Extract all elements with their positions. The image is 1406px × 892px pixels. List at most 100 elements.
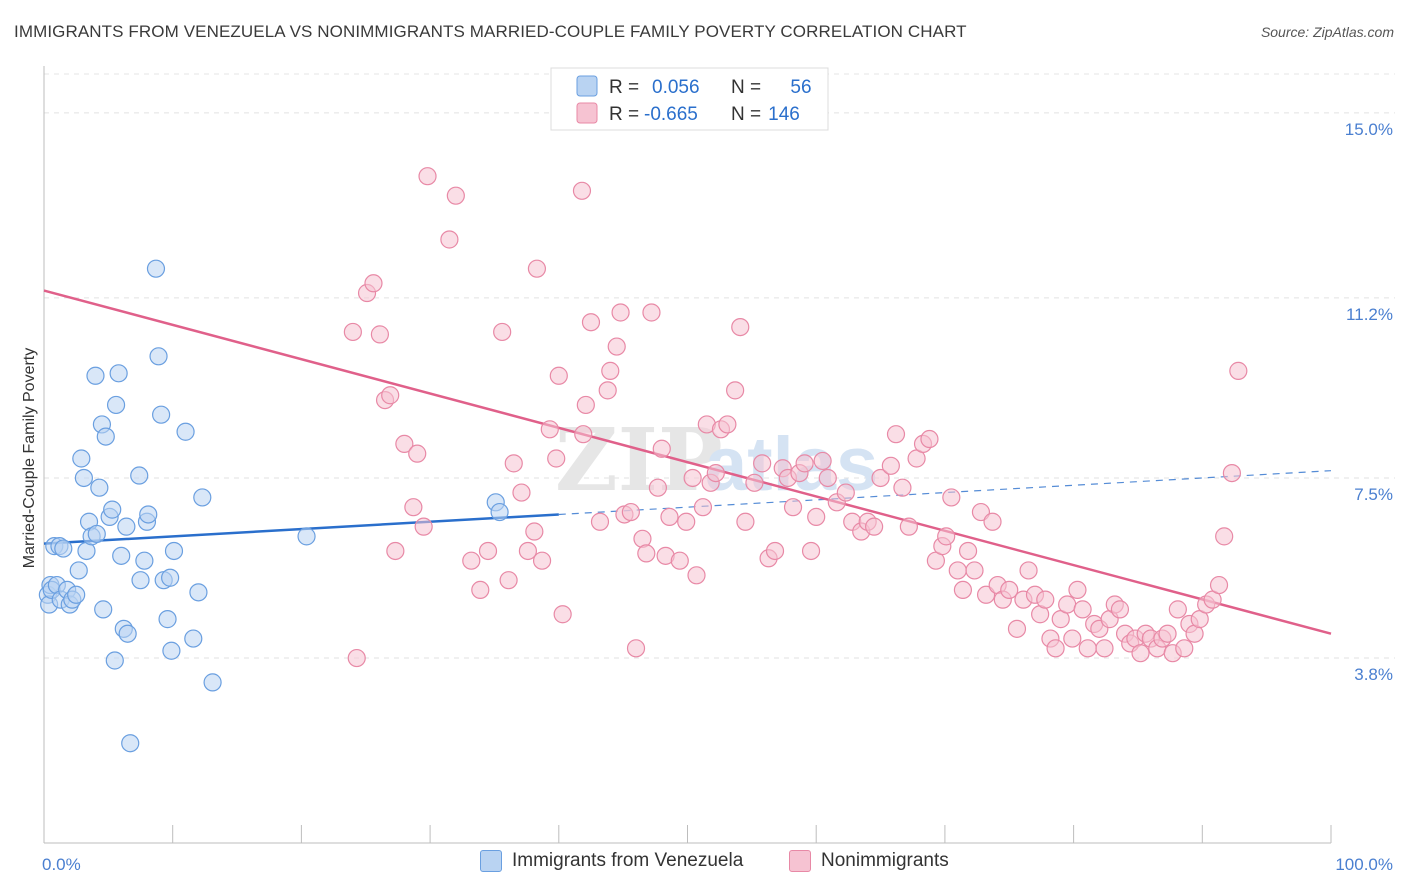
nonimmigrant-point-14 xyxy=(446,186,465,205)
venezuela-point-32 xyxy=(117,517,136,536)
nonimmigrant-point-33 xyxy=(581,313,601,332)
x-tick-label-0: 0.0% xyxy=(42,855,81,874)
trend-lines xyxy=(43,289,1332,635)
nonimmigrant-point-94 xyxy=(953,580,973,600)
nonimmigrant-point-84 xyxy=(893,478,912,497)
nonimmigrant-point-115 xyxy=(1073,600,1092,619)
nonimmigrant-point-113 xyxy=(1063,629,1082,648)
nonimmigrant-point-31 xyxy=(574,425,593,444)
nonimmigrant-point-131 xyxy=(1158,624,1177,643)
nonimmigrant-point-17 xyxy=(478,541,498,561)
nonimmigrant-point-46 xyxy=(652,439,671,458)
nonimmigrant-point-26 xyxy=(540,420,559,439)
nonimmigrant-point-51 xyxy=(683,468,702,488)
nonimmigrant-point-96 xyxy=(965,561,984,580)
data-points xyxy=(38,167,1248,753)
nonimmigrant-point-83 xyxy=(886,425,906,444)
nonimmigrant-point-61 xyxy=(736,512,755,531)
nonimmigrant-point-34 xyxy=(590,512,610,531)
venezuela-point-44 xyxy=(161,568,180,587)
nonimmigrant-point-7 xyxy=(386,541,405,561)
nonimmigrant-point-59 xyxy=(726,381,745,400)
nonimmigrant-point-48 xyxy=(660,507,679,527)
nonimmigrant-point-4 xyxy=(370,325,390,344)
nonimmigrant-point-1 xyxy=(347,648,366,668)
x-tick-labels: 0.0% 100.0% xyxy=(42,855,1393,874)
nonimmigrant-point-12 xyxy=(418,167,437,186)
venezuela-point-23 xyxy=(94,600,113,619)
nonimmigrant-point-44 xyxy=(642,303,661,322)
legend-item-venezuela: Immigrants from Venezuela xyxy=(480,850,743,872)
venezuela-point-24 xyxy=(96,427,115,446)
nonimmigrant-point-23 xyxy=(525,522,544,541)
venezuela-point-55 xyxy=(121,734,140,753)
nonimmigrant-point-53 xyxy=(693,498,713,517)
nonimmigrant-point-30 xyxy=(572,181,592,200)
nonimmigrant-point-70 xyxy=(795,454,814,473)
watermark: ZIP atlas xyxy=(555,410,878,511)
nonimmigrant-point-65 xyxy=(765,541,785,561)
bottom-legend: Immigrants from Venezuela Nonimmigrants xyxy=(0,850,1406,880)
nonimmigrant-point-108 xyxy=(1036,590,1055,609)
nonimmigrant-point-40 xyxy=(621,502,640,522)
chart-title: IMMIGRANTS FROM VENEZUELA VS NONIMMIGRAN… xyxy=(14,22,967,41)
axes xyxy=(43,66,1332,844)
nonimmigrant-point-41 xyxy=(626,639,646,658)
nonimmigrant-point-37 xyxy=(607,337,626,356)
venezuela-point-21 xyxy=(90,478,109,497)
legend-swatch-blue xyxy=(480,850,502,872)
venezuela-point-46 xyxy=(164,541,184,561)
nonimmigrant-point-36 xyxy=(601,361,620,380)
venezuela-point-49 xyxy=(189,583,208,602)
legend-item-nonimmigrants: Nonimmigrants xyxy=(789,850,949,872)
nonimmigrant-point-122 xyxy=(1110,600,1130,619)
venezuela-point-12 xyxy=(67,585,86,604)
nonimmigrant-point-74 xyxy=(818,468,837,488)
nonimmigrant-point-25 xyxy=(532,551,552,570)
nonimmigrant-point-18 xyxy=(493,322,512,342)
nonimmigrant-point-49 xyxy=(670,551,689,570)
nonimmigrant-point-8 xyxy=(395,434,414,453)
legend-r-value-1: 0.056 xyxy=(652,77,700,98)
nonimmigrant-point-0 xyxy=(343,322,362,342)
nonimmigrant-point-27 xyxy=(547,449,566,468)
nonimmigrant-point-91 xyxy=(937,527,956,546)
nonimmigrant-point-141 xyxy=(1215,527,1234,546)
nonimmigrant-point-110 xyxy=(1046,639,1065,658)
nonimmigrant-point-68 xyxy=(783,498,803,517)
y-tick-label-0: 3.8% xyxy=(1354,665,1393,684)
venezuela-point-47 xyxy=(176,422,195,441)
nonimmigrant-trend xyxy=(43,289,1332,635)
venezuela-point-33 xyxy=(118,624,137,643)
nonimmigrant-point-71 xyxy=(801,541,821,561)
venezuela-point-41 xyxy=(152,405,171,424)
nonimmigrant-point-97 xyxy=(971,502,991,522)
nonimmigrant-point-93 xyxy=(948,561,967,580)
nonimmigrant-point-50 xyxy=(677,512,696,531)
nonimmigrant-point-95 xyxy=(958,541,978,561)
venezuela-point-28 xyxy=(106,395,126,415)
nonimmigrant-point-76 xyxy=(836,483,855,502)
legend-r-value-2: -0.665 xyxy=(644,104,698,125)
nonimmigrant-point-11 xyxy=(414,517,433,536)
nonimmigrant-point-102 xyxy=(1000,580,1019,600)
legend-n-value-1: 56 xyxy=(790,77,811,98)
legend-label-nonimmigrants: Nonimmigrants xyxy=(821,850,949,871)
nonimmigrant-point-143 xyxy=(1229,361,1248,380)
nonimmigrant-point-19 xyxy=(499,571,518,590)
venezuela-point-19 xyxy=(86,366,105,385)
nonimmigrant-point-72 xyxy=(807,507,826,527)
grid-lines xyxy=(44,73,1395,659)
source-credit: Source: ZipAtlas.com xyxy=(1260,24,1394,40)
nonimmigrant-point-60 xyxy=(731,317,750,337)
nonimmigrant-point-13 xyxy=(440,230,459,249)
nonimmigrant-point-43 xyxy=(637,544,656,563)
nonimmigrant-point-88 xyxy=(920,429,939,449)
nonimmigrant-point-20 xyxy=(504,454,523,473)
y-tick-label-1: 7.5% xyxy=(1354,485,1393,504)
legend-r-label-1: R = xyxy=(609,77,639,98)
nonimmigrant-point-22 xyxy=(518,541,538,561)
venezuela-point-51 xyxy=(203,673,222,692)
nonimmigrant-point-16 xyxy=(471,580,490,600)
